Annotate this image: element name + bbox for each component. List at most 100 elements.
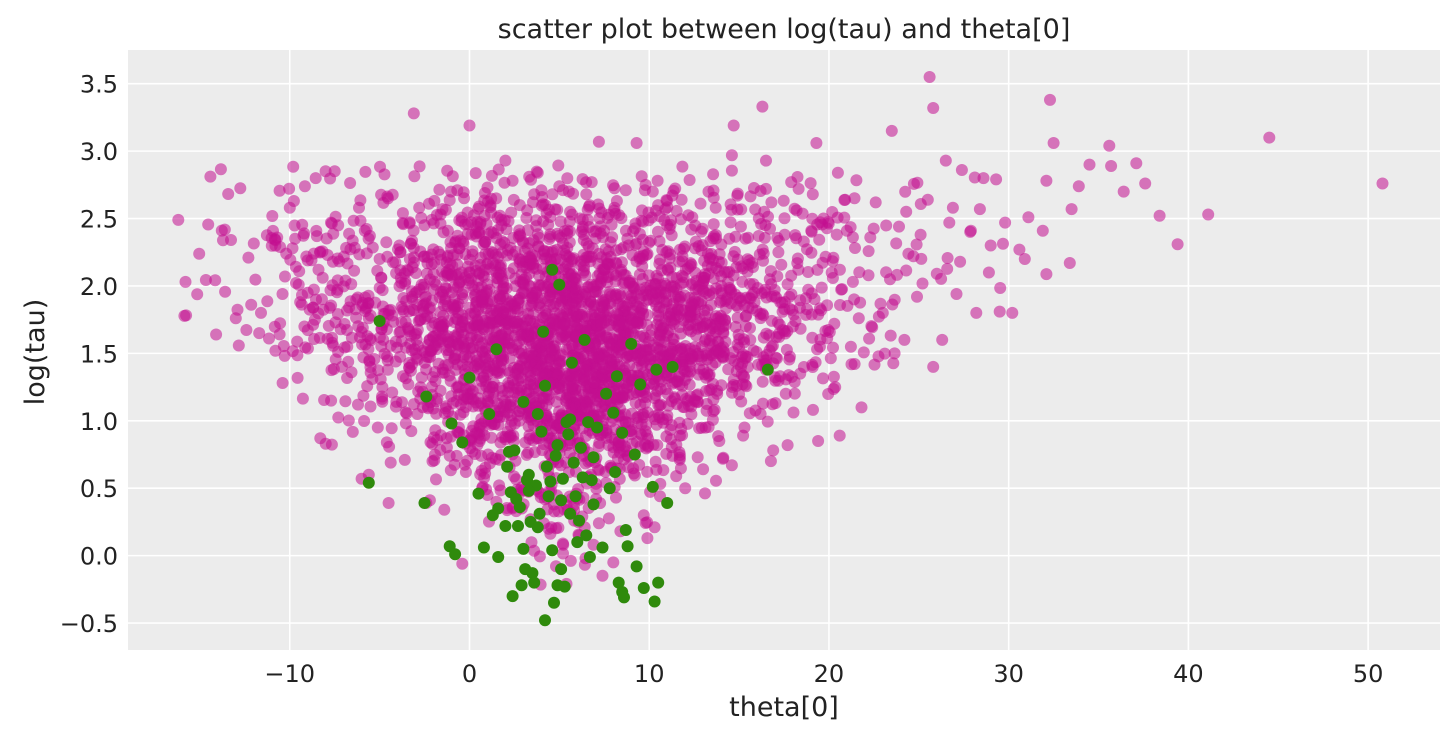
data-point [636,260,649,273]
data-point [537,334,550,347]
data-point [911,290,923,303]
data-point [812,435,825,447]
divergent-point [522,468,535,481]
divergent-point [634,378,647,391]
divergent-point [612,576,625,589]
series-non-divergent [172,71,1389,591]
data-point [724,198,737,211]
data-point [434,306,447,318]
data-point [405,425,418,438]
data-point [835,283,848,296]
data-point [734,220,747,233]
data-point [601,276,614,289]
data-point [283,201,296,214]
data-point [900,205,913,218]
divergent-point [522,484,535,497]
data-point [637,509,650,522]
data-point [494,209,506,222]
divergent-point [565,356,578,369]
data-point [362,312,375,325]
data-point [802,266,815,278]
data-point [1103,139,1116,152]
data-point [787,406,800,419]
data-point [649,413,661,426]
data-point [407,107,420,120]
data-point [214,163,227,176]
data-point [848,192,861,205]
divergent-point [373,315,386,327]
divergent-point [564,413,577,426]
data-point [477,292,490,305]
data-point [627,467,640,480]
data-point [884,273,896,286]
data-point [686,277,699,290]
data-point [857,346,870,359]
data-point [172,213,185,226]
data-point [1117,185,1130,198]
data-point [826,255,839,268]
divergent-point [499,520,512,532]
data-point [564,205,577,218]
data-point [719,335,732,348]
data-point [670,204,683,217]
data-point [788,387,801,400]
data-point [474,217,487,230]
divergent-point [652,576,665,589]
data-point [1018,253,1031,265]
data-point [386,188,399,201]
divergent-point [537,325,550,338]
data-point [482,333,495,346]
data-point [222,188,235,200]
data-point [218,223,231,236]
data-point [880,219,893,232]
data-point [779,387,792,400]
data-point [539,367,552,380]
data-point [927,102,940,114]
data-point [485,431,498,444]
data-point [266,210,279,222]
divergent-point [539,614,551,627]
data-point [296,392,309,405]
data-point [1139,177,1152,190]
data-point [654,329,667,342]
data-point [890,237,903,250]
data-point [813,340,826,353]
data-point [578,260,590,273]
data-point [249,273,262,286]
data-point [550,395,563,408]
data-point [418,312,431,325]
data-point [738,421,751,434]
data-point [658,277,671,290]
x-tick-label: 40 [1173,660,1204,688]
data-point [682,323,695,336]
data-point [329,210,342,223]
series-divergent [362,263,774,627]
divergent-point [549,449,562,462]
data-point [1022,211,1035,224]
data-point [298,227,311,240]
data-point [566,379,579,392]
data-point [794,367,807,380]
data-point [510,315,522,328]
data-point [647,438,660,451]
data-point [444,257,457,270]
data-point [430,473,442,486]
data-point [862,269,875,282]
data-point [700,347,713,360]
data-point [204,170,217,183]
data-point [739,310,752,323]
data-point [862,245,875,258]
data-point [888,347,901,360]
data-point [664,423,677,436]
data-point [373,281,386,294]
data-point [570,308,583,321]
data-point [403,217,416,230]
data-point [415,371,428,384]
data-point [900,264,913,277]
data-point [673,255,686,268]
data-point [1083,158,1096,171]
data-point [778,212,791,225]
data-point [500,317,513,330]
data-point [298,180,311,193]
divergent-point [569,490,582,503]
